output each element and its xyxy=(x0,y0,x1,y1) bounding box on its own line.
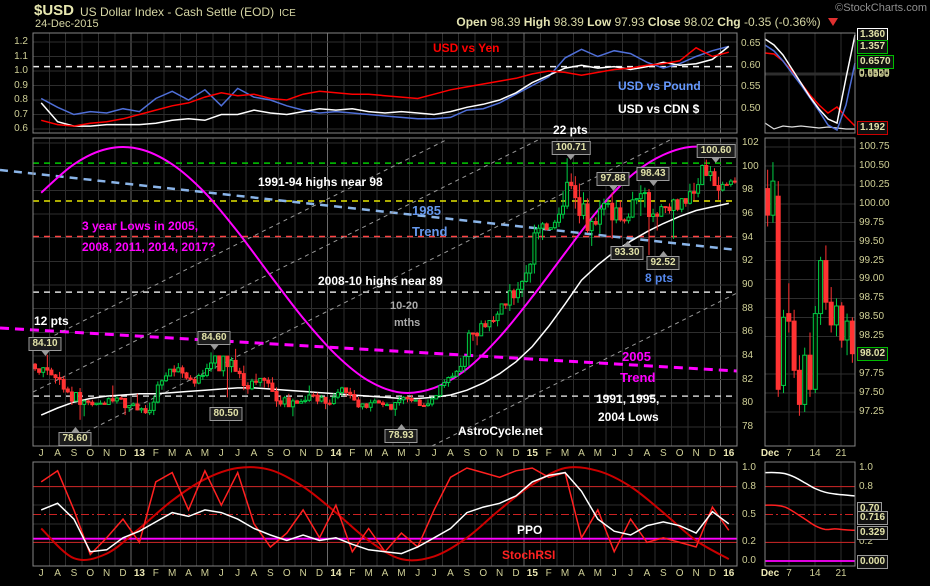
chg-label: Chg xyxy=(717,15,741,29)
open-value: 98.39 xyxy=(490,15,521,29)
high-value: 98.39 xyxy=(553,15,584,29)
chart-date: 24-Dec-2015 xyxy=(35,18,99,30)
chg-value: -0.35 (-0.36%) xyxy=(743,15,821,29)
oscillator-panel xyxy=(33,466,737,562)
inset-currencies-panel xyxy=(764,34,856,132)
down-arrow-icon xyxy=(828,18,838,26)
main-candles xyxy=(33,158,737,420)
low-label: Low xyxy=(587,15,612,29)
copyright: ©StockCharts.com xyxy=(835,2,927,14)
inset-oscillator-panel xyxy=(764,471,856,562)
inset-daily-panel xyxy=(765,162,855,416)
low-value: 97.93 xyxy=(614,15,645,29)
symbol: $USD xyxy=(34,2,75,19)
close-value: 98.02 xyxy=(683,15,714,29)
exchange-label: ICE xyxy=(279,8,296,19)
chart-title-text: US Dollar Index - Cash Settle (EOD) xyxy=(80,5,275,19)
panel-borders xyxy=(32,32,856,567)
currencies-panel xyxy=(33,45,737,127)
open-label: Open xyxy=(456,15,488,29)
quote-bar: Open 98.39 High 98.39 Low 97.93 Close 98… xyxy=(456,15,838,29)
high-label: High xyxy=(523,15,551,29)
chart-title: US Dollar Index - Cash Settle (EOD) ICE xyxy=(80,5,296,19)
close-label: Close xyxy=(647,15,681,29)
